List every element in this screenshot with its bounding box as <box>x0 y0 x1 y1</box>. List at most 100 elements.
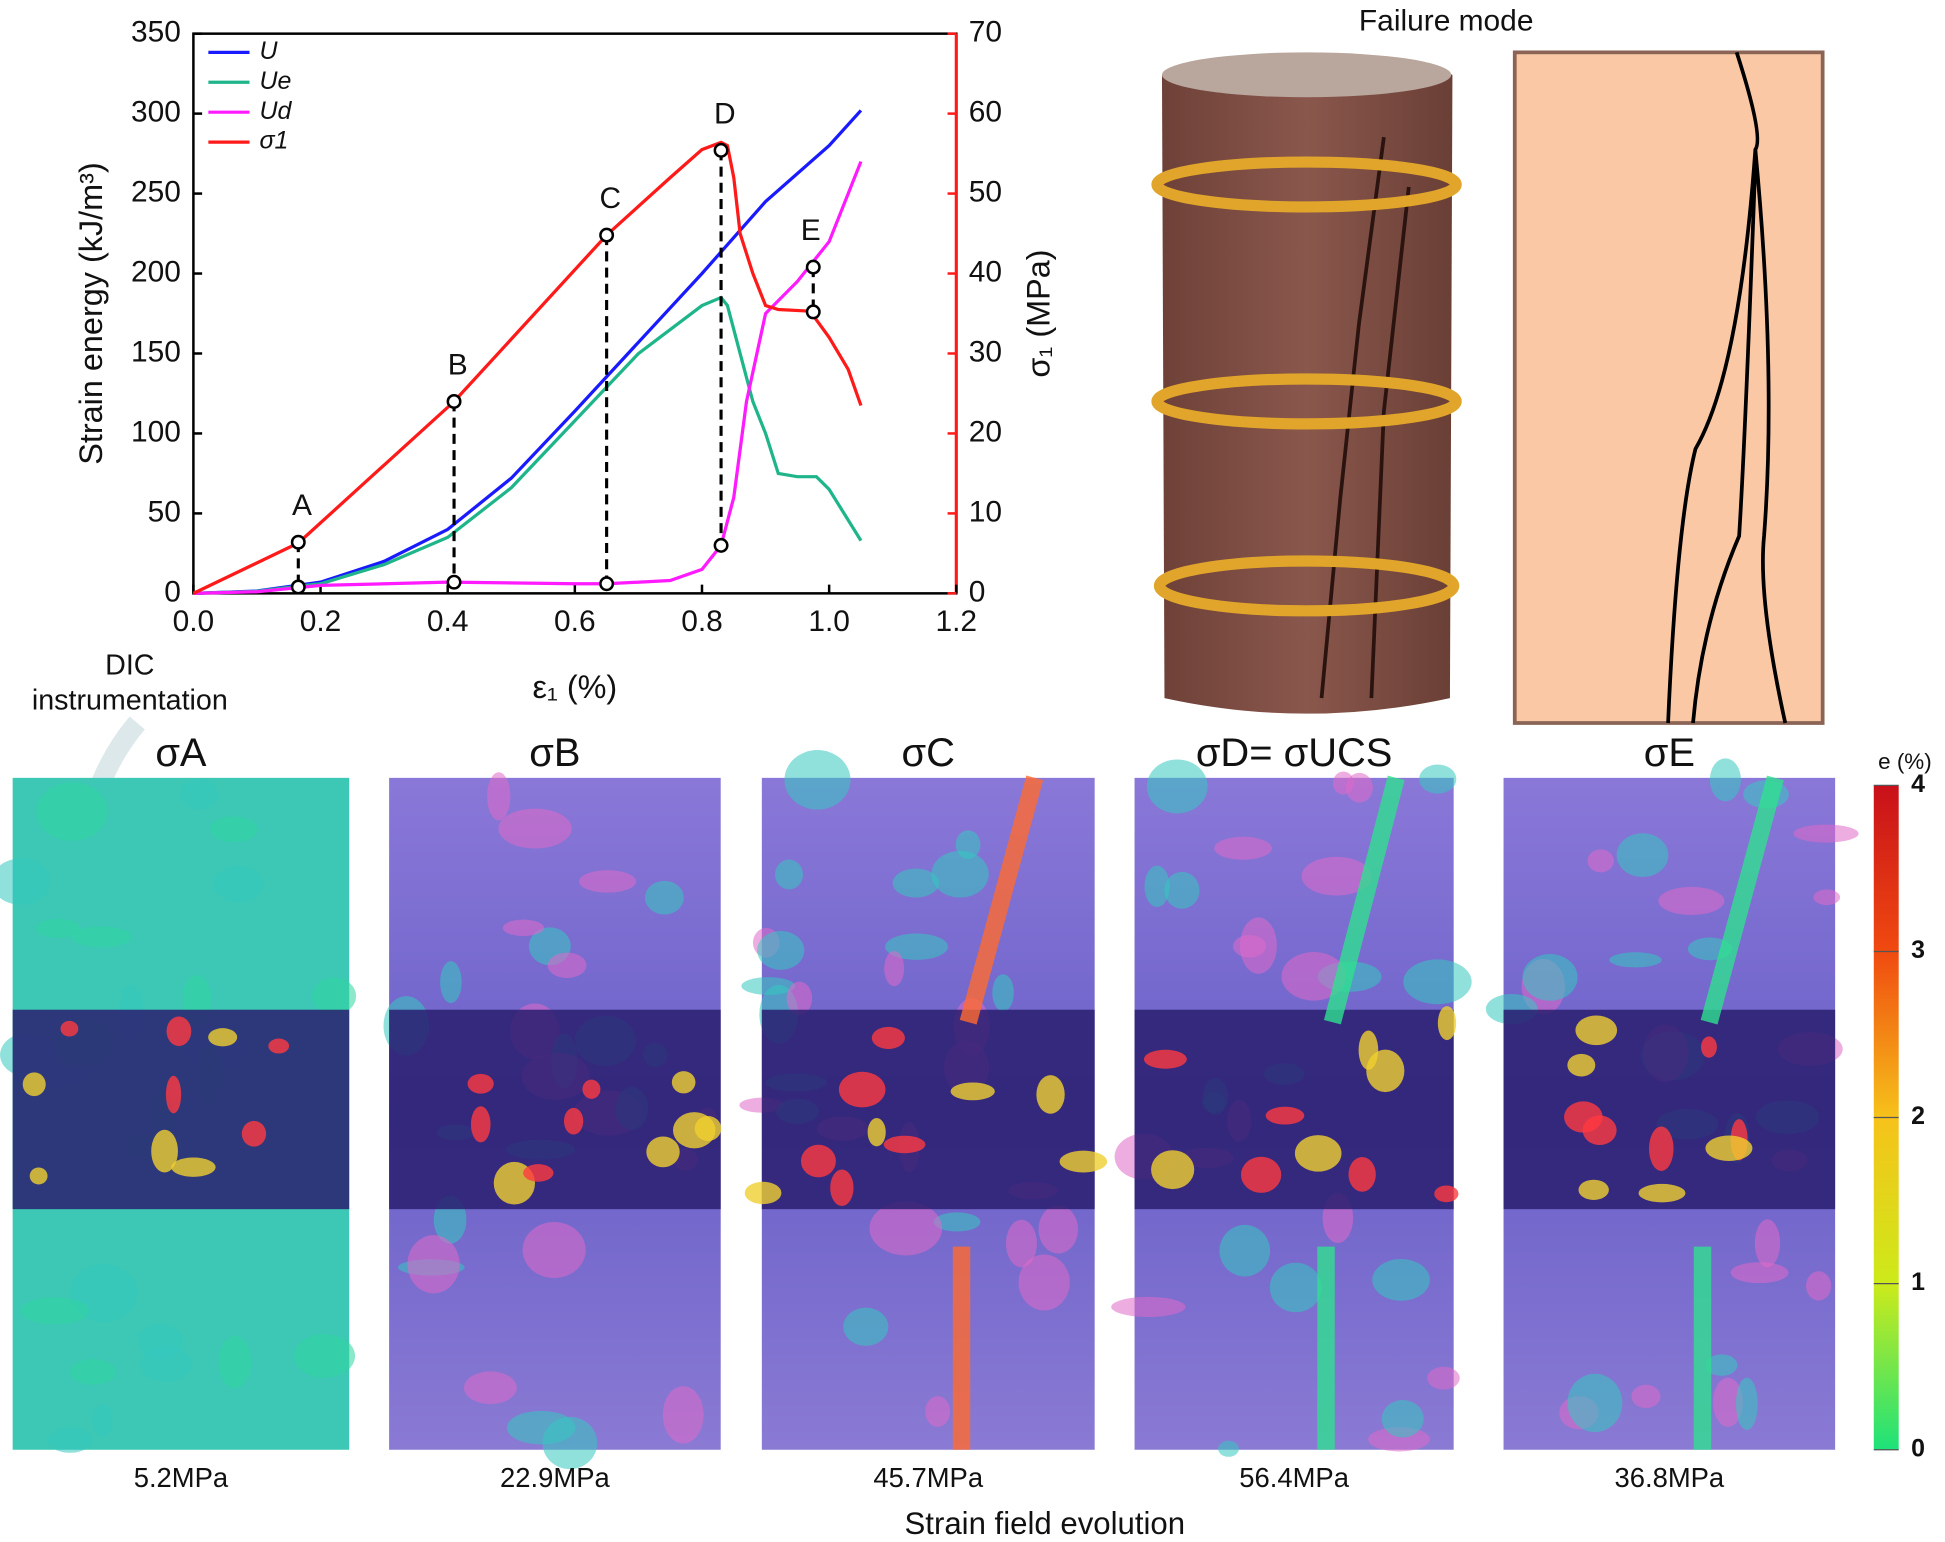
strain-hotspot <box>830 1169 854 1207</box>
legend-label: U <box>259 37 278 65</box>
series-line <box>192 140 863 595</box>
strain-blob <box>1281 952 1346 1001</box>
strain-blob <box>1806 1271 1832 1301</box>
strain-blob <box>1018 1254 1070 1311</box>
strain-blob <box>213 865 265 903</box>
x-tick-label: 0.4 <box>427 605 469 638</box>
strain-blob <box>1712 1377 1744 1427</box>
strain-blob <box>312 977 357 1015</box>
strain-hotspot <box>171 1157 216 1177</box>
y-tick-label: 250 <box>131 175 181 208</box>
strain-blob <box>1658 886 1725 915</box>
strain-blob <box>1793 824 1859 843</box>
strain-hotspot <box>29 1167 48 1185</box>
annotation-point <box>713 142 729 158</box>
annotation-point <box>805 259 821 275</box>
strain-blob <box>502 919 545 937</box>
strain-blob <box>1813 889 1841 906</box>
strain-hotspot <box>22 1072 46 1097</box>
y-axis-label: Strain energy (kJ/m³) <box>73 162 109 465</box>
strain-hotspot <box>646 1136 680 1168</box>
y-tick-label: 150 <box>131 335 181 368</box>
legend-label: σ1 <box>259 127 288 155</box>
strain-hotspot <box>1036 1075 1065 1114</box>
annotation-label: B <box>448 348 468 381</box>
strain-blob <box>1301 856 1372 896</box>
strain-hotspot <box>1143 1049 1187 1069</box>
annotation-point <box>713 537 729 553</box>
x-tick-label: 0.8 <box>681 605 723 638</box>
strain-hotspot <box>838 1071 886 1108</box>
strain-blob <box>210 816 258 843</box>
strain-blob <box>1111 1296 1186 1317</box>
strain-blob <box>1269 1262 1322 1313</box>
x-tick-label: 1.2 <box>936 605 978 638</box>
x-tick-label: 0.0 <box>173 605 215 638</box>
strain-hotspot <box>1638 1183 1686 1203</box>
strain-blob <box>1427 1366 1460 1390</box>
annotation-label: C <box>600 182 622 215</box>
strain-hotspot <box>1578 1179 1609 1200</box>
strain-blob <box>1214 836 1272 860</box>
strain-blob <box>579 870 637 893</box>
annotation-label: E <box>801 214 821 247</box>
y2-tick-label: 60 <box>969 96 1002 129</box>
strain-blob <box>1038 1205 1079 1254</box>
strain-blob <box>522 1222 586 1279</box>
strain-hotspot <box>208 1028 238 1047</box>
strain-hotspot <box>241 1120 267 1147</box>
strain-blob <box>1567 1373 1623 1433</box>
strain-blob <box>933 1212 981 1232</box>
strain-hotspot <box>1059 1150 1108 1173</box>
strain-blob <box>1005 1219 1037 1268</box>
annotation-point <box>290 534 306 550</box>
strain-blob <box>1403 959 1472 1005</box>
strain-hotspot <box>1240 1156 1282 1193</box>
y-tick-label: 50 <box>148 495 181 528</box>
strain-hotspot <box>744 1181 782 1205</box>
y2-tick-label: 40 <box>969 255 1002 288</box>
y2-tick-label: 70 <box>969 16 1002 49</box>
caption: Strain field evolution <box>905 1506 1186 1541</box>
strain-blob <box>1146 759 1208 814</box>
colorbar-tick-label: 1 <box>1911 1268 1925 1296</box>
annotation-label: A <box>292 489 312 522</box>
strain-hotspot <box>1348 1157 1376 1192</box>
strain-blob <box>20 1297 90 1325</box>
instrument-band <box>389 1009 721 1210</box>
strain-blob <box>662 1386 704 1444</box>
strain-blob <box>0 858 51 905</box>
legend-label: Ue <box>259 67 291 95</box>
y-tick-label: 0 <box>164 575 181 608</box>
strain-blob <box>925 1396 951 1427</box>
strain-hotspot <box>800 1144 836 1178</box>
panel-title: σD= σUCS <box>1196 731 1393 775</box>
strain-blob <box>1587 849 1614 873</box>
crack-band <box>952 775 1044 1450</box>
colorbar-tick-label: 2 <box>1911 1102 1925 1130</box>
strain-hotspot <box>1358 1030 1379 1070</box>
panel-title: σA <box>155 731 207 775</box>
panel-title: σE <box>1644 731 1695 775</box>
y2-tick-label: 50 <box>969 175 1002 208</box>
strain-hotspot <box>1437 1006 1457 1041</box>
strain-blob <box>92 1404 113 1437</box>
instrument-band <box>1503 1009 1836 1210</box>
strain-hotspot <box>60 1020 79 1037</box>
strain-blob <box>36 918 81 938</box>
strain-blob <box>140 1345 193 1382</box>
strain-hotspot <box>1265 1106 1305 1125</box>
strain-hotspot <box>1705 1135 1753 1161</box>
annotation-point <box>446 393 462 409</box>
strain-blob <box>1631 1384 1661 1409</box>
strain-hotspot <box>151 1129 178 1173</box>
strain-blob <box>885 933 948 960</box>
x-tick-label: 0.2 <box>300 605 342 638</box>
strain-blob <box>1345 772 1373 803</box>
strain-blob <box>487 772 511 821</box>
strain-hotspot <box>1434 1185 1459 1203</box>
strain-hotspot <box>166 1016 192 1047</box>
strain-hotspot <box>1575 1015 1618 1046</box>
y-tick-label: 350 <box>131 16 181 49</box>
